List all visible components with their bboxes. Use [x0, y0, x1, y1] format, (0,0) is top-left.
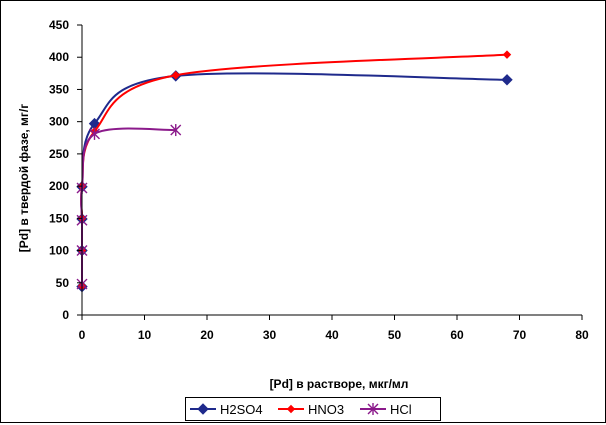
legend-marker	[197, 403, 209, 415]
x-axis-title: [Pd] в растворе, мкг/мл	[270, 377, 409, 391]
y-axis-title: [Pd] в твердой фазе, мг/г	[17, 104, 31, 253]
series-hcl	[76, 124, 182, 291]
y-tick-label: 50	[56, 276, 70, 290]
legend-marker	[367, 403, 379, 415]
y-tick-label: 150	[49, 211, 69, 225]
y-tick-label: 400	[49, 50, 69, 64]
legend-label: HNO3	[308, 402, 344, 417]
axis-ticks: 0 50 100 150 200 250 300 350 400 450 0 10 20 30 40 50 60…	[49, 18, 589, 342]
y-tick-label: 250	[49, 147, 69, 161]
data-point	[170, 124, 182, 137]
x-tick-label: 70	[513, 328, 527, 342]
x-tick-label: 30	[263, 328, 277, 342]
x-tick-label: 0	[79, 328, 86, 342]
legend-item-hcl: HCl	[360, 402, 412, 417]
y-tick-label: 300	[49, 115, 69, 129]
data-point	[501, 74, 513, 86]
data-point	[502, 50, 512, 59]
x-tick-label: 40	[325, 328, 339, 342]
series-line-hno3	[80, 53, 508, 286]
y-tick-label: 200	[49, 179, 69, 193]
legend-marker	[286, 404, 296, 414]
y-tick-label: 100	[49, 244, 69, 258]
legend: H2SO4 HNO3 HCl	[185, 397, 441, 421]
series-hno3	[77, 50, 512, 291]
legend-label: H2SO4	[220, 402, 263, 417]
legend-items: H2SO4 HNO3 HCl	[190, 402, 412, 417]
legend-label: HCl	[390, 402, 412, 417]
y-tick-label: 0	[62, 308, 69, 322]
legend-item-h2so4: H2SO4	[190, 402, 263, 417]
x-tick-label: 60	[450, 328, 464, 342]
plot-area	[76, 50, 513, 293]
data-point	[171, 71, 180, 80]
x-tick-label: 80	[575, 328, 589, 342]
series-h2so4	[76, 70, 513, 293]
series-line-hcl	[80, 127, 176, 285]
series-line-h2so4	[80, 72, 508, 287]
x-tick-label: 50	[388, 328, 402, 342]
y-tick-label: 450	[49, 18, 69, 32]
x-tick-label: 10	[138, 328, 152, 342]
legend-item-hno3: HNO3	[278, 402, 344, 417]
y-tick-label: 350	[49, 82, 69, 96]
x-tick-label: 20	[200, 328, 214, 342]
data-point	[89, 127, 100, 140]
